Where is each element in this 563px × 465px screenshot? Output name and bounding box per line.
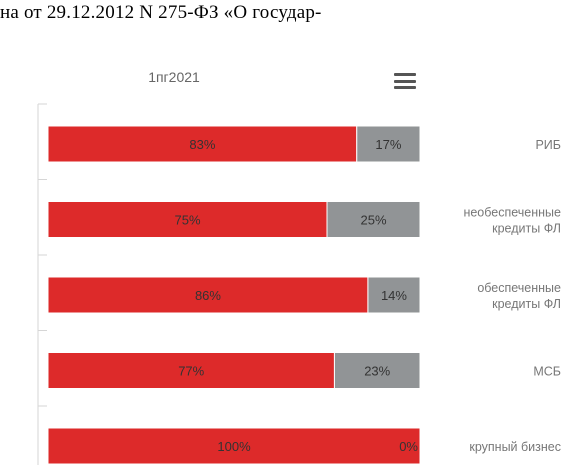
data-label: 14% bbox=[381, 288, 407, 303]
bar-segment bbox=[333, 352, 421, 389]
category-label-line: МСБ bbox=[533, 365, 561, 379]
bar-segment bbox=[47, 125, 358, 163]
category-label: РИБ bbox=[535, 138, 561, 152]
data-label: 100% bbox=[217, 439, 251, 454]
category-label-line: обеспеченные bbox=[477, 281, 561, 295]
category-label-line: РИБ bbox=[535, 138, 561, 152]
category-label-line: необеспеченные bbox=[463, 206, 561, 220]
hamburger-menu-icon[interactable] bbox=[394, 71, 418, 91]
menu-line bbox=[394, 73, 416, 76]
data-label: 75% bbox=[174, 213, 200, 228]
category-label-line: кредиты ФЛ bbox=[492, 297, 561, 311]
category-label: крупный бизнес bbox=[469, 440, 561, 454]
category-label: необеспеченные кредиты ФЛ bbox=[463, 206, 561, 236]
menu-line bbox=[394, 86, 416, 89]
data-label: 0% bbox=[399, 439, 418, 454]
category-label: обеспеченные кредиты ФЛ bbox=[477, 281, 561, 311]
data-label: 23% bbox=[364, 364, 390, 379]
bar-segment bbox=[47, 352, 335, 389]
bar-segment bbox=[47, 276, 369, 314]
category-label-line: кредиты ФЛ bbox=[492, 222, 561, 236]
category-label: МСБ bbox=[533, 365, 561, 379]
bar-segment bbox=[367, 276, 421, 314]
data-label: 77% bbox=[178, 364, 204, 379]
data-label: 83% bbox=[189, 137, 215, 152]
bar-segment bbox=[326, 201, 421, 238]
data-label: 86% bbox=[195, 288, 221, 303]
bar-segment bbox=[47, 201, 328, 238]
data-label: 25% bbox=[360, 213, 386, 228]
bar-segment bbox=[356, 125, 421, 163]
data-label: 17% bbox=[375, 137, 401, 152]
document-text-line: на от 29.12.2012 N 275-ФЗ «О государ- bbox=[0, 2, 322, 23]
chart-title: 1пг2021 bbox=[148, 69, 200, 85]
menu-line bbox=[394, 79, 416, 83]
bar-segment bbox=[47, 427, 421, 465]
category-label-line: крупный бизнес bbox=[469, 440, 561, 454]
